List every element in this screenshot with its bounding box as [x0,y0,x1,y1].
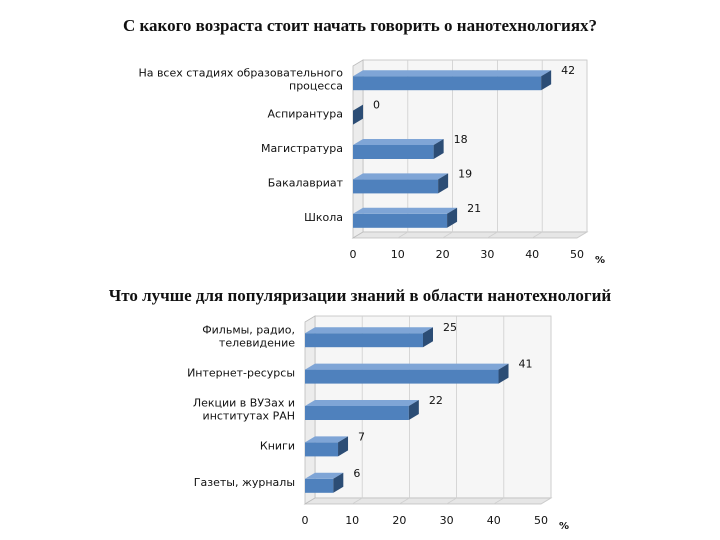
chart-2-bar [305,369,499,384]
chart-2-floor [303,497,553,505]
chart-1-tick-label: 30 [480,248,494,261]
chart-2-category-label: Книги [260,439,295,452]
chart-1-bar-side [447,207,458,228]
chart-2-bar-top [305,472,344,479]
chart-2-bar-side [408,400,419,420]
chart-1-bar-top [353,173,449,180]
chart-1-category-label: Аспирантура [268,108,343,121]
chart-1-bar-side [438,173,449,194]
chart-2-category-label: институтах РАН [203,410,295,423]
chart-1-unit-label: % [595,255,605,266]
chart-1-tick-label: 0 [350,248,357,261]
chart-2-data-label: 22 [429,394,443,407]
chart-1-bar [353,76,542,91]
chart-2-gridline-floor [540,497,552,505]
chart-1-gridline-floor [531,231,543,239]
chart-2-gridline-floor [399,497,410,505]
chart-1-bar [353,179,439,194]
chart-1-title: С какого возраста стоит начать говорить … [122,16,598,35]
chart-1-tick-label: 10 [391,248,405,261]
chart-1-data-label: 42 [561,64,575,77]
chart-2-category-label: Интернет-ресурсы [187,367,295,380]
chart-2-bar-side [338,436,349,457]
chart-2-bar-top [305,436,349,443]
chart-1-bar-top [353,207,458,214]
chart-2-bar [305,478,334,493]
chart-2-bar [305,442,339,457]
chart-1-gridline-floor [487,231,498,239]
chart-1-bar-top [353,70,552,77]
chart-2-bar-side [423,327,433,348]
chart-2-gridline-floor [446,497,457,505]
chart-2-tick-label: 40 [487,514,501,527]
chart-2-tick-label: 10 [345,514,359,527]
chart-1-bar-top [353,139,444,145]
chart-2-category-label: Газеты, журналы [194,476,295,489]
chart-2-category-label: Фильмы, радио, [202,324,295,337]
chart-2-gridline-floor [351,497,363,505]
chart-1-bar [353,213,448,228]
chart-2-unit-label: % [559,521,569,532]
chart-2-data-label: 6 [353,467,360,480]
chart-1-category-label: Магистратура [261,142,343,155]
chart-2-bar [305,406,409,420]
chart-2-tick-label: 0 [302,514,309,527]
chart-1-data-label: 21 [467,202,481,215]
chart-1-gridline-floor [397,231,409,239]
chart-2-tick-label: 30 [440,514,454,527]
chart-1-bar-side [433,139,444,159]
chart-2-bar-side [498,363,509,384]
chart-1-bar [353,145,434,159]
chart-2-data-label: 41 [519,358,533,371]
chart-1-tick-label: 50 [570,248,584,261]
chart-1-tick-label: 20 [436,248,450,261]
chart-2-bar-side [333,472,344,493]
chart-2-bar [305,333,423,348]
chart-1-data-label: 0 [373,99,380,112]
chart-1-gridline-floor [576,231,588,239]
chart-1-category-label: процесса [289,80,343,93]
chart-1-data-label: 19 [458,167,472,180]
chart-1-tick-label: 40 [525,248,539,261]
chart-2-gridline-floor [493,497,505,505]
chart-2-tick-label: 20 [392,514,406,527]
chart-1-category-label: Школа [304,211,343,224]
chart-1-category-label: На всех стадиях образовательного [138,67,343,80]
chart-2-category-label: Лекции в ВУЗах и [193,397,295,410]
chart-1-bar-side [353,104,363,125]
chart-2-bar-top [305,363,509,370]
chart-1-gridline-floor [442,231,453,239]
chart-2-bar-top [305,400,419,406]
chart-2-bar-top [305,327,433,334]
chart-1-bar-side [541,70,552,91]
chart-1-category-label: Бакалавриат [268,176,344,189]
chart-2-category-label: телевидение [219,337,295,350]
chart-2-data-label: 25 [443,321,457,334]
chart-1-data-label: 18 [454,133,468,146]
chart-2-data-label: 7 [358,430,365,443]
chart-2-tick-label: 50 [534,514,548,527]
chart-2-title: Что лучше для популяризации знаний в обл… [108,286,612,305]
